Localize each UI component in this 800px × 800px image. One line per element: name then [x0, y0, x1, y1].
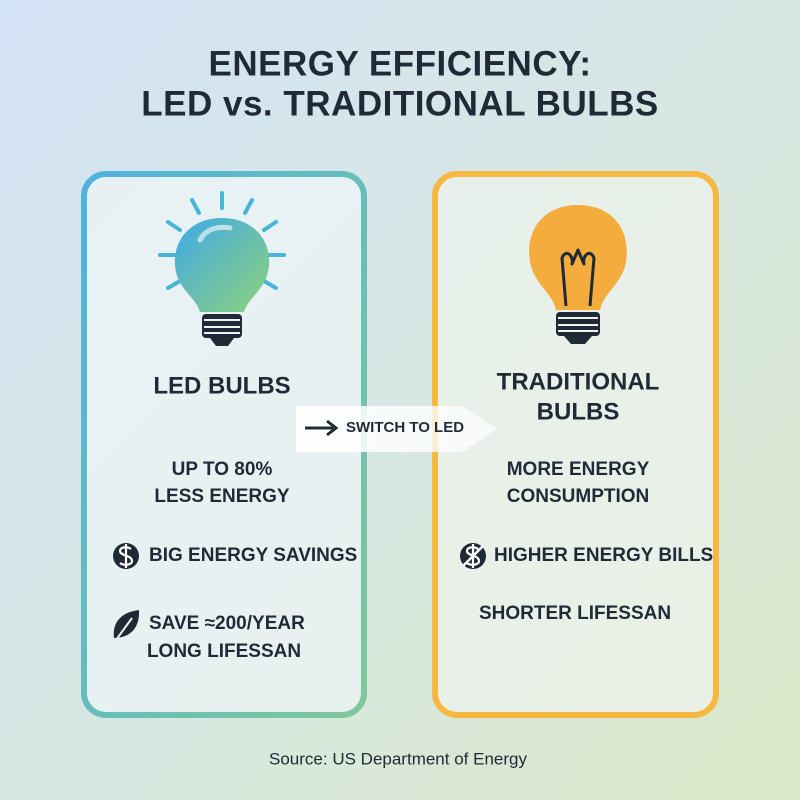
card-title: LED BULBS: [153, 372, 290, 399]
arrow-icon: [305, 419, 339, 437]
point-text: SAVE ≈200/YEAR: [149, 613, 305, 634]
led-bulb-icon: [158, 191, 286, 346]
point-text: CONSUMPTION: [507, 486, 650, 507]
point-text: BIG ENERGY SAVINGS: [149, 545, 357, 566]
arrow-label: SWITCH TO LED: [346, 419, 464, 436]
crossed-dollar-icon: [460, 543, 486, 569]
point-text: LESS ENERGY: [154, 486, 289, 507]
title: ENERGY EFFICIENCY:: [208, 44, 591, 83]
point-text: LONG LIFESSAN: [147, 641, 301, 662]
switch-arrow: [296, 406, 497, 452]
point-text: UP TO 80%: [172, 459, 273, 480]
traditional-bulb-icon: [529, 205, 627, 344]
title: LED vs. TRADITIONAL BULBS: [141, 84, 658, 123]
point-text: SHORTER LIFESSAN: [479, 603, 671, 624]
source: Source: US Department of Energy: [269, 749, 527, 768]
dollar-icon: [113, 543, 139, 569]
card-title: BULBS: [537, 398, 620, 425]
point-text: HIGHER ENERGY BILLS: [494, 545, 713, 566]
card-title: TRADITIONAL: [497, 368, 660, 395]
point-text: MORE ENERGY: [507, 459, 650, 480]
leaf-icon: [113, 610, 140, 641]
